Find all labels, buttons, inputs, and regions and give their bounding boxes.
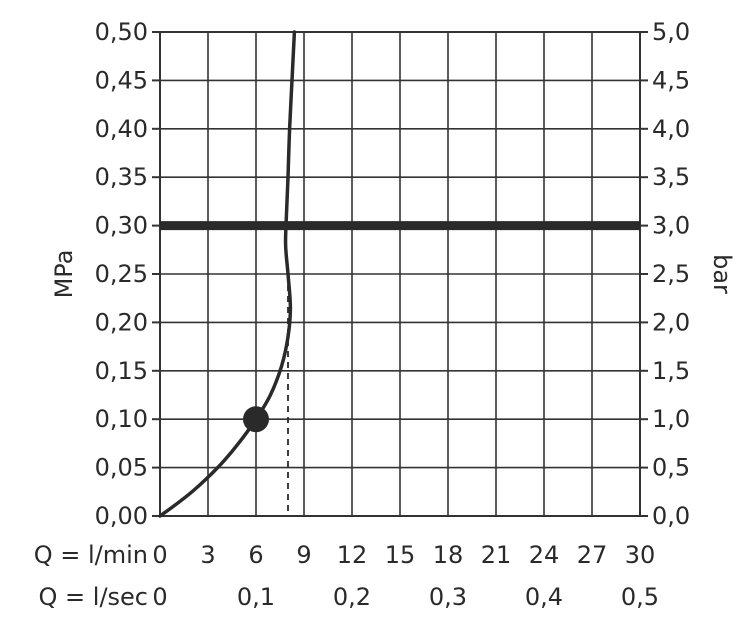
- y-left-tick-label: 0,40: [95, 115, 148, 143]
- x-secondary-tick-label: 0: [152, 583, 167, 611]
- y-left-tick-label: 0,30: [95, 212, 148, 240]
- x-primary-tick-label: 27: [577, 541, 608, 569]
- x-secondary-tick-label: 0,3: [429, 583, 467, 611]
- x-primary-tick-label: 6: [248, 541, 263, 569]
- y-right-tick-label: 2,0: [652, 308, 690, 336]
- x-secondary-tick-label: 0,5: [621, 583, 659, 611]
- x-secondary-axis-label: Q = l/sec: [39, 583, 148, 611]
- y-right-tick-label: 1,5: [652, 357, 690, 385]
- operating-point-marker: [243, 406, 269, 433]
- x-primary-tick-label: 15: [385, 541, 416, 569]
- y-left-tick-label: 0,35: [95, 163, 148, 191]
- y-left-tick-label: 0,05: [95, 454, 148, 482]
- x-primary-tick-label: 9: [296, 541, 311, 569]
- y-left-tick-label: 0,25: [95, 260, 148, 288]
- y-right-tick-label: 3,0: [652, 212, 690, 240]
- x-primary-tick-label: 21: [481, 541, 512, 569]
- y-left-tick-label: 0,20: [95, 308, 148, 336]
- y-right-tick-label: 4,5: [652, 66, 690, 94]
- x-primary-tick-label: 12: [337, 541, 368, 569]
- y-left-tick-label: 0,00: [95, 502, 148, 530]
- y-right-axis-label: bar: [708, 254, 736, 294]
- y-right-tick-label: 1,0: [652, 405, 690, 433]
- y-left-tick-label: 0,10: [95, 405, 148, 433]
- x-primary-tick-label: 0: [152, 541, 167, 569]
- y-left-axis-label: MPa: [50, 250, 78, 299]
- y-left-tick-label: 0,50: [95, 18, 148, 46]
- x-primary-tick-label: 24: [529, 541, 560, 569]
- plot-frame: [159, 31, 641, 517]
- y-left-tick-label: 0,45: [95, 66, 148, 94]
- x-secondary-tick-label: 0,4: [525, 583, 563, 611]
- y-right-tick-label: 2,5: [652, 260, 690, 288]
- y-right-tick-label: 5,0: [652, 18, 690, 46]
- y-right-tick-label: 0,0: [652, 502, 690, 530]
- x-primary-tick-label: 3: [200, 541, 215, 569]
- y-right-tick-label: 4,0: [652, 115, 690, 143]
- y-right-tick-label: 3,5: [652, 163, 690, 191]
- y-right-tick-label: 0,5: [652, 454, 690, 482]
- x-primary-axis-label: Q = l/min: [34, 541, 148, 569]
- y-left-tick-label: 0,15: [95, 357, 148, 385]
- x-primary-tick-label: 30: [625, 541, 656, 569]
- x-secondary-tick-label: 0,1: [237, 583, 275, 611]
- x-primary-tick-label: 18: [433, 541, 464, 569]
- flow-curve: [158, 30, 297, 518]
- x-secondary-tick-label: 0,2: [333, 583, 371, 611]
